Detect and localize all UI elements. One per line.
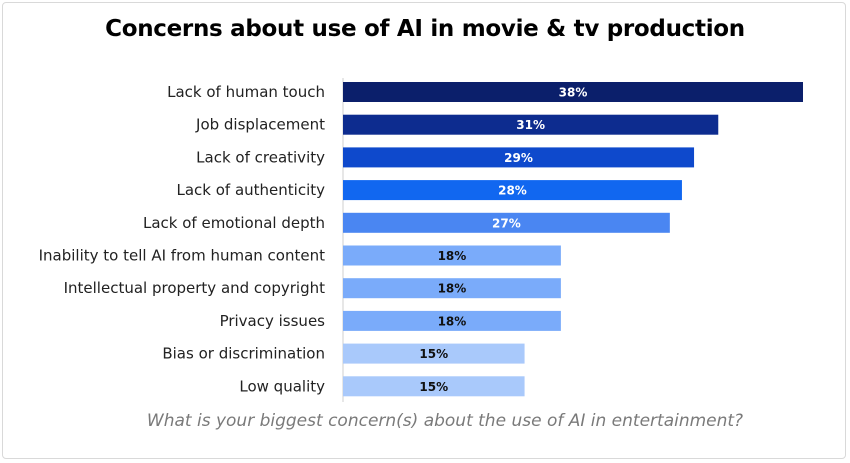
bar [343, 147, 695, 168]
bar [343, 310, 561, 331]
bar [343, 180, 682, 201]
category-label: Lack of emotional depth [143, 214, 325, 232]
value-label: 28% [498, 184, 527, 198]
value-label: 29% [504, 151, 533, 165]
category-label: Bias or discrimination [162, 345, 325, 363]
bar [343, 245, 561, 266]
category-label: Lack of creativity [196, 148, 325, 166]
bar [343, 343, 525, 364]
value-label: 15% [419, 347, 448, 361]
category-label: Privacy issues [220, 312, 326, 330]
bar [343, 114, 719, 135]
category-label: Lack of human touch [167, 83, 325, 101]
category-label: Lack of authenticity [176, 181, 325, 199]
bar [343, 212, 670, 233]
bar [343, 278, 561, 299]
bar [343, 376, 525, 397]
category-label: Intellectual property and copyright [64, 279, 326, 297]
value-label: 27% [492, 216, 521, 230]
value-label: 18% [438, 314, 467, 328]
chart-caption: What is your biggest concern(s) about th… [146, 411, 744, 431]
value-label: 18% [438, 249, 467, 263]
value-label: 38% [559, 86, 588, 100]
category-label: Low quality [239, 377, 325, 395]
category-label: Inability to tell AI from human content [39, 247, 325, 265]
chart-title: Concerns about use of AI in movie & tv p… [105, 16, 745, 42]
value-label: 31% [516, 118, 545, 132]
bar [343, 82, 803, 102]
category-label: Job displacement [195, 116, 325, 134]
value-label: 15% [419, 380, 448, 394]
value-label: 18% [438, 282, 467, 296]
